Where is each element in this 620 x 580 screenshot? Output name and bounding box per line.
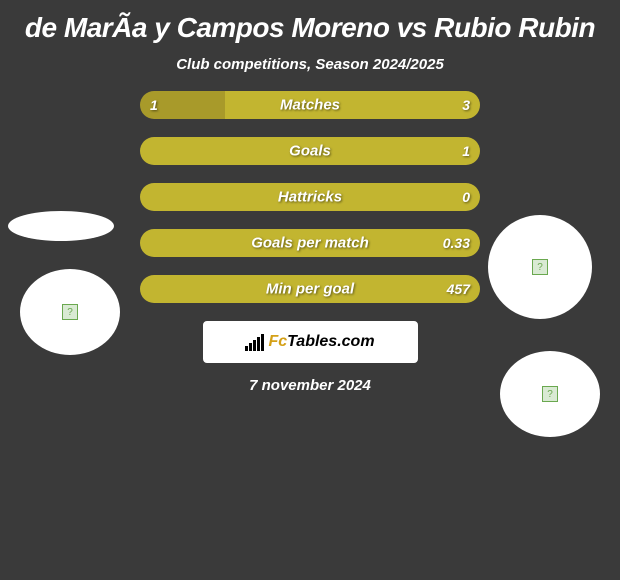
stat-value-left: 1 — [150, 97, 158, 113]
stat-label: Min per goal — [140, 281, 480, 298]
stat-label: Goals per match — [140, 235, 480, 252]
stat-row: Hattricks0 — [140, 183, 480, 211]
stat-value-right: 0 — [462, 189, 470, 205]
subtitle: Club competitions, Season 2024/2025 — [0, 56, 620, 73]
placeholder-icon: ? — [532, 259, 548, 275]
page-title: de MarÃ­a y Campos Moreno vs Rubio Rubin — [0, 0, 620, 48]
chart-icon — [245, 333, 264, 351]
stat-value-right: 1 — [462, 143, 470, 159]
brand-text: FcTables.com — [268, 333, 374, 351]
stat-row: Matches1 3 — [140, 91, 480, 119]
stat-row: Min per goal457 — [140, 275, 480, 303]
placeholder-icon: ? — [62, 304, 78, 320]
stat-value-right: 457 — [447, 281, 470, 297]
placeholder-icon: ? — [542, 386, 558, 402]
avatar-right-bottom: ? — [500, 351, 600, 437]
stat-value-right: 3 — [462, 97, 470, 113]
stat-row: Goals1 — [140, 137, 480, 165]
avatar-left: ? — [20, 269, 120, 355]
stat-label: Goals — [140, 143, 480, 160]
brand-box: FcTables.com — [203, 321, 418, 363]
stat-label: Hattricks — [140, 189, 480, 206]
stat-label: Matches — [140, 97, 480, 114]
comparison-area: ? ? ? Matches13Goals1Hattricks0Goals per… — [0, 91, 620, 394]
avatar-right-top: ? — [488, 215, 592, 319]
stat-row: Goals per match0.33 — [140, 229, 480, 257]
stat-bars: Matches13Goals1Hattricks0Goals per match… — [140, 91, 480, 303]
decor-ellipse-tl — [8, 211, 114, 241]
stat-value-right: 0.33 — [443, 235, 470, 251]
